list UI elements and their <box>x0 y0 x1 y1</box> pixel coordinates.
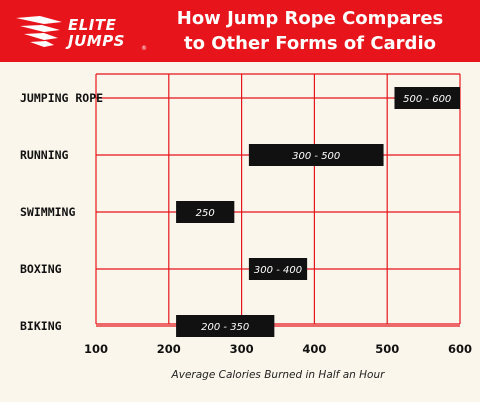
range-bar <box>248 258 308 280</box>
logo-wordmark: ELITE JUMPS <box>68 18 125 49</box>
category-label: SWIMMING <box>20 205 75 219</box>
x-tick-label: 200 <box>157 342 181 356</box>
category-label: BOXING <box>20 262 62 276</box>
range-bar <box>394 87 460 109</box>
calorie-range-chart: JUMPING ROPE 500 - 600 RUNNING 300 - 500 SWI… <box>20 73 472 356</box>
bar-value-label: 300 - 500 <box>292 151 340 162</box>
header-banner: ELITE JUMPS ® How Jump Rope Compares to … <box>0 0 480 62</box>
elite-jumps-logo: ELITE JUMPS ® <box>14 12 147 52</box>
wing-icon <box>16 16 62 47</box>
x-tick-label: 400 <box>302 342 326 356</box>
x-tick-label: 100 <box>84 342 108 356</box>
x-axis-label: Average Calories Burned in Half an Hour <box>171 369 385 381</box>
registered-mark: ® <box>141 45 147 52</box>
bar-value-label: 200 - 350 <box>201 322 249 333</box>
category-label: BIKING <box>20 319 62 333</box>
range-bar <box>248 144 384 166</box>
bar-value-label: 300 - 400 <box>254 265 302 276</box>
x-tick-label: 300 <box>230 342 254 356</box>
category-label: RUNNING <box>20 148 69 162</box>
category-label: JUMPING ROPE <box>20 91 103 105</box>
chart-title-line-2: to Other Forms of Cardio <box>184 33 436 54</box>
chart-title: How Jump Rope Compares to Other Forms of… <box>150 6 470 56</box>
range-bar <box>176 315 275 337</box>
range-bar <box>176 201 235 223</box>
bar-value-label: 250 <box>196 208 215 219</box>
bar-value-label: 500 - 600 <box>403 94 451 105</box>
logo-line-2: JUMPS <box>68 32 125 50</box>
x-tick-label: 500 <box>375 342 399 356</box>
x-tick-label: 600 <box>448 342 472 356</box>
logo-line-1: ELITE <box>68 16 117 34</box>
chart-title-line-1: How Jump Rope Compares <box>176 8 444 29</box>
